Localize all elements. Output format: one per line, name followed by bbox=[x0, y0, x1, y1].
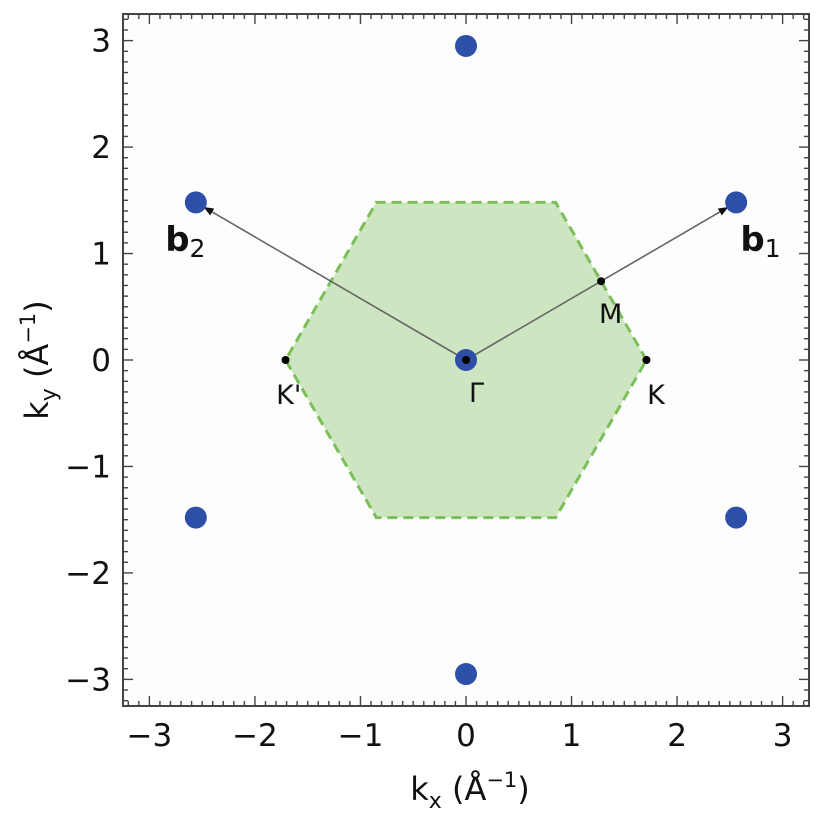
x-axis-title: kx (Å−1) bbox=[410, 768, 530, 814]
y-tick-label: 3 bbox=[91, 24, 111, 60]
symmetry-label: K' bbox=[276, 380, 301, 411]
y-tick-label: −3 bbox=[65, 662, 111, 698]
x-tick-label: −3 bbox=[127, 718, 173, 754]
symmetry-label: Γ bbox=[469, 378, 484, 409]
symmetry-point-K bbox=[642, 356, 651, 364]
symmetry-points-group: Γ M K K' bbox=[276, 277, 666, 411]
x-tick-label: 3 bbox=[773, 718, 793, 754]
x-tick-label: −1 bbox=[338, 718, 384, 754]
lattice-point bbox=[184, 506, 207, 529]
vector-b2 bbox=[203, 206, 467, 361]
x-tick-label: 0 bbox=[456, 718, 476, 754]
x-tick-label: −2 bbox=[232, 718, 278, 754]
lattice-point bbox=[455, 663, 477, 686]
y-tick-label: −1 bbox=[65, 449, 111, 485]
symmetry-point-M bbox=[597, 277, 606, 286]
lattice-point bbox=[725, 506, 748, 529]
y-axis-title: ky (Å−1) bbox=[16, 300, 62, 420]
vector-label-b2: b2 bbox=[165, 220, 205, 263]
lattice-point bbox=[455, 34, 477, 57]
symmetry-label: M bbox=[599, 299, 622, 330]
vector-label-b1: b1 bbox=[740, 220, 780, 263]
y-tick-label: −2 bbox=[65, 556, 111, 592]
y-tick-label: 0 bbox=[91, 343, 111, 379]
vector-b1 bbox=[465, 206, 729, 361]
y-tick-label: 1 bbox=[91, 237, 111, 273]
lattice-point bbox=[184, 191, 207, 214]
lattice-point bbox=[725, 191, 748, 214]
lattice-points-group bbox=[184, 34, 748, 686]
tick-labels: −3 −2 −1 0 1 2 3 −3 −2 −1 0 1 2 3 bbox=[65, 24, 792, 754]
symmetry-point-K-prime bbox=[281, 356, 290, 364]
symmetry-point-Γ bbox=[462, 356, 470, 364]
axis-ticks bbox=[123, 14, 809, 706]
x-tick-label: 2 bbox=[667, 718, 687, 754]
symmetry-label: K bbox=[647, 380, 666, 411]
x-tick-label: 1 bbox=[562, 718, 582, 754]
vectors-group: b1 b2 bbox=[165, 206, 781, 361]
y-tick-label: 2 bbox=[91, 130, 111, 166]
